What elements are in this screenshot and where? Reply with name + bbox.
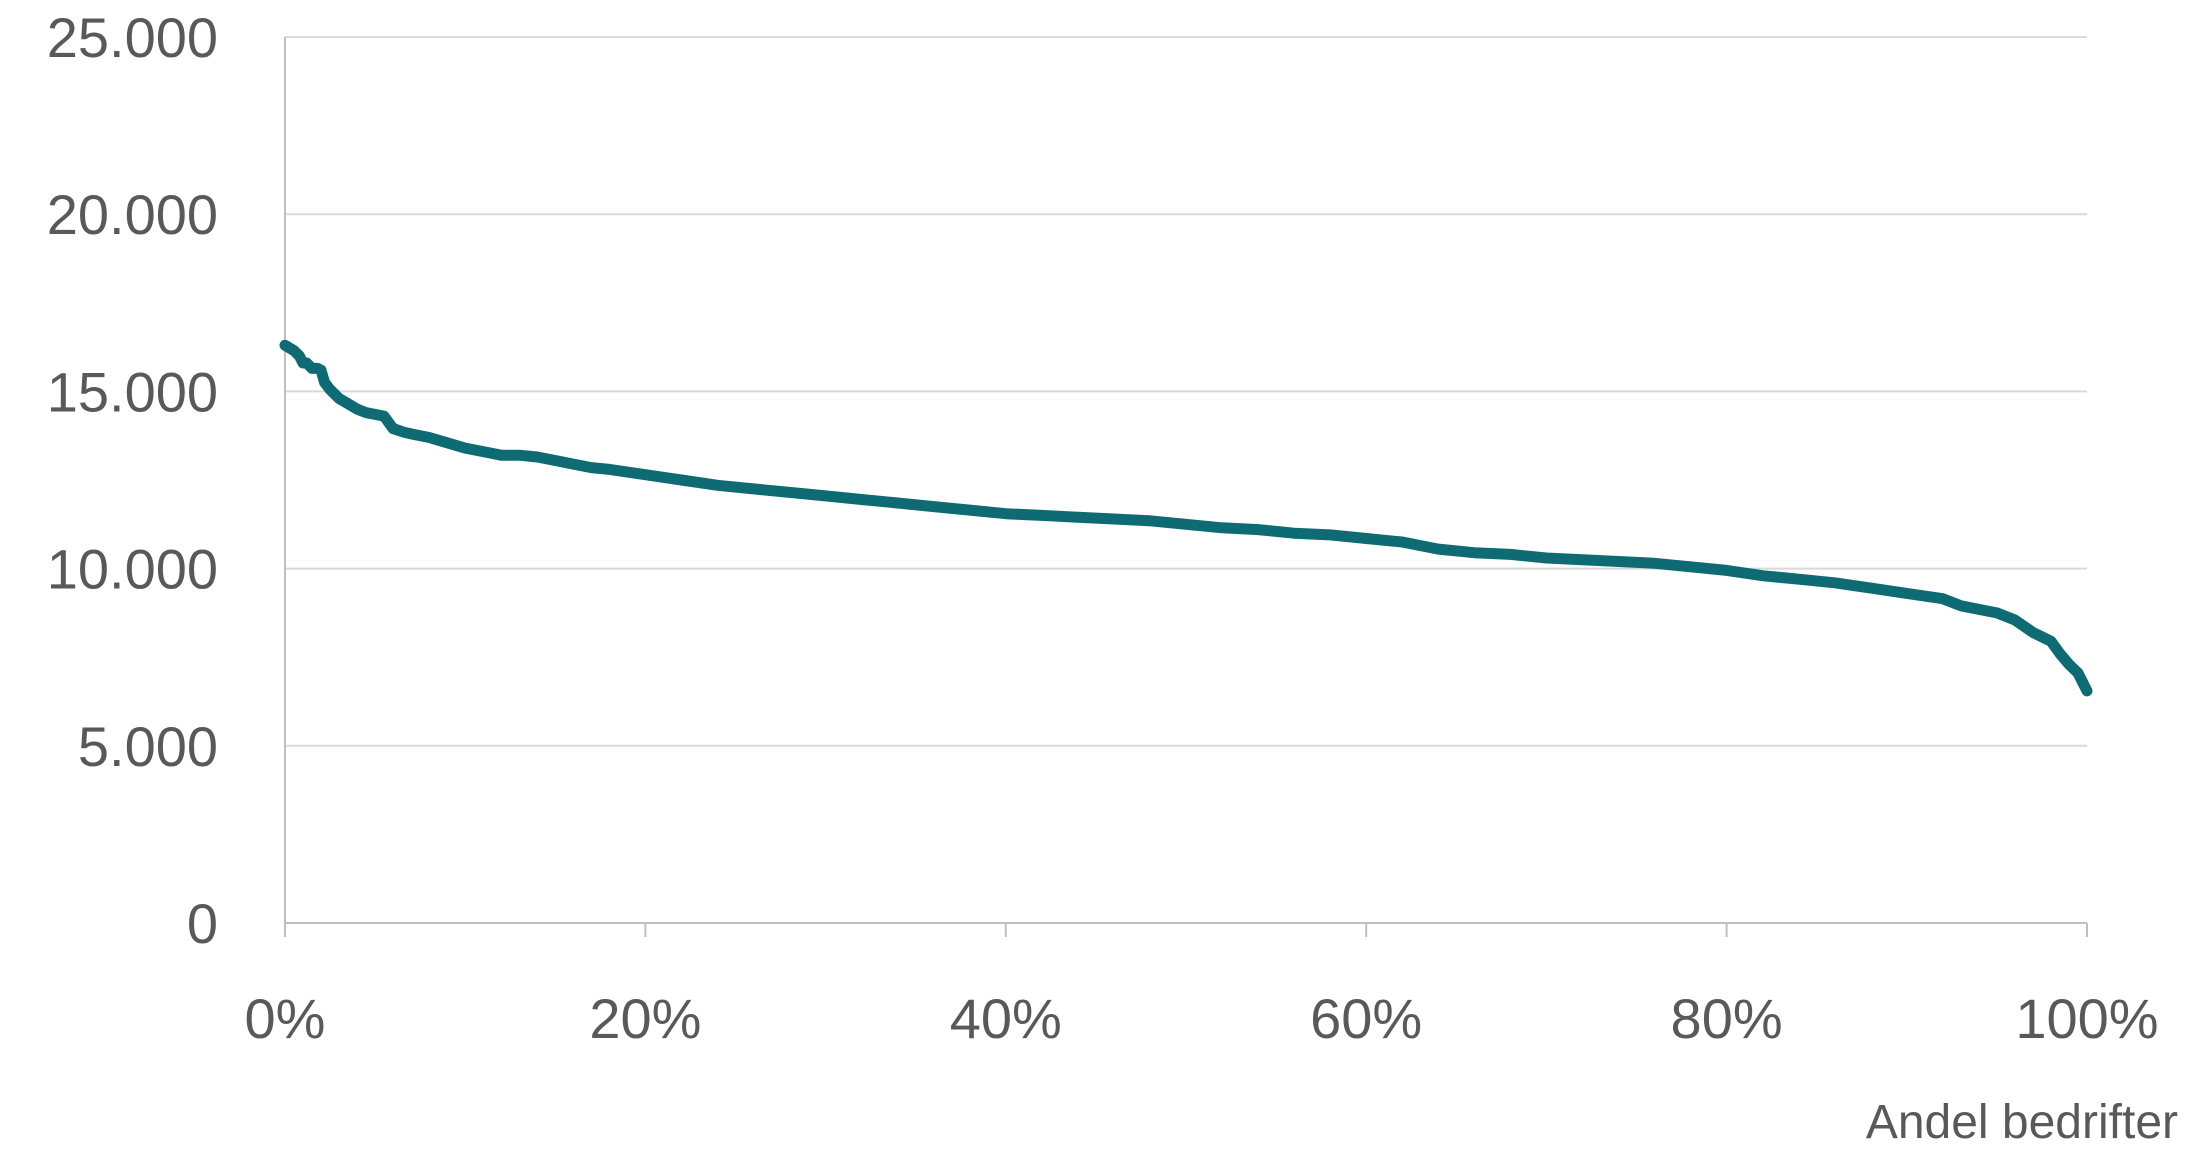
y-tick-label: 5.000 — [78, 715, 218, 778]
y-tick-label: 10.000 — [47, 538, 218, 601]
gridlines — [285, 36, 2087, 747]
series-layer — [279, 339, 2093, 697]
x-tick-label: 0% — [245, 987, 326, 1050]
x-axis-label: Andel bedrifter — [1866, 1096, 2178, 1145]
y-tick-label: 20.000 — [47, 183, 218, 246]
y-tick-label: 25.000 — [47, 6, 218, 69]
series-line — [279, 339, 2093, 697]
x-tick-label: 40% — [950, 987, 1062, 1050]
x-tick-label: 100% — [2015, 987, 2158, 1050]
axes — [284, 37, 2088, 937]
x-tick-label: 60% — [1310, 987, 1422, 1050]
y-tick-label: 15.000 — [47, 360, 218, 423]
x-tick-label: 20% — [589, 987, 701, 1050]
y-tick-label: 0 — [187, 892, 218, 955]
tick-labels: 0 5.000 10.000 15.000 20.000 25.000 0% 20% 40% 60… — [47, 6, 2159, 1050]
x-tick-label: 80% — [1671, 987, 1783, 1050]
